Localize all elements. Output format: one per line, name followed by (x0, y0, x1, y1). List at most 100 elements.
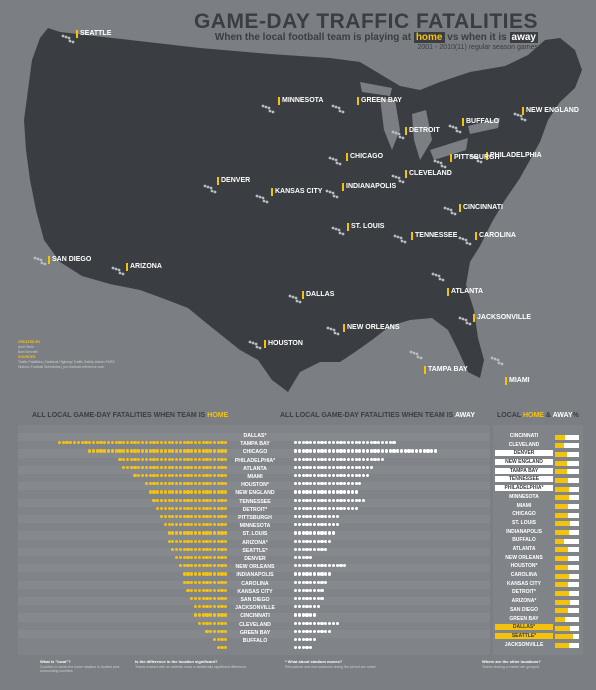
fatality-point (438, 277, 442, 281)
subtitle-home: home (413, 32, 445, 43)
home-fatality-dot (197, 441, 201, 445)
away-fatality-dot (373, 441, 377, 445)
fatality-point (440, 164, 444, 168)
away-fatality-dot (328, 539, 332, 543)
ratio-row: MIAMI (493, 503, 583, 511)
away-fatality-dot (354, 490, 358, 494)
home-fatality-dot (201, 473, 205, 478)
home-fatality-dot (137, 465, 141, 469)
fatality-point (397, 132, 401, 136)
fatality-point (332, 194, 336, 198)
away-dots (294, 573, 328, 591)
away-fatality-dot (294, 605, 298, 609)
away-fatality-dot (312, 596, 317, 601)
away-fatality-dot (335, 523, 339, 527)
home-fatality-dot (171, 514, 175, 519)
ratio-bar-home-fill (555, 460, 568, 466)
away-fatality-dot (305, 465, 309, 469)
home-fatality-dot (171, 539, 175, 543)
home-fatality-dot (224, 580, 228, 584)
away-fatality-dot (339, 506, 343, 510)
home-fatality-dot (167, 465, 171, 469)
away-fatality-dot (377, 449, 381, 453)
home-fatality-dot (220, 572, 224, 576)
away-fatality-dot (324, 629, 328, 633)
home-fatality-dot (182, 490, 186, 494)
away-fatality-dot (294, 547, 298, 551)
away-fatality-dot (346, 457, 351, 461)
home-fatality-dot (107, 449, 111, 453)
home-fatality-dot (171, 498, 175, 502)
home-fatality-dot (182, 523, 186, 527)
home-fatality-dot (175, 441, 179, 445)
home-fatality-dot (193, 465, 198, 469)
home-fatality-dot (148, 490, 152, 494)
away-fatality-dot (339, 441, 343, 445)
home-fatality-dot (197, 564, 201, 568)
ratio-row: CHICAGO (493, 511, 583, 519)
fatality-point (341, 110, 345, 114)
ratio-row: GREEN BAY (493, 616, 583, 624)
fatality-point (479, 160, 483, 164)
ratio-bar-home-fill (555, 443, 565, 449)
home-fatality-dot (178, 547, 183, 551)
home-fatality-dot (88, 449, 92, 453)
home-fatality-dot (212, 531, 217, 535)
home-dots (182, 573, 228, 591)
away-fatality-dot (316, 572, 320, 576)
home-dots (57, 434, 228, 452)
away-fatality-dot (305, 514, 309, 519)
ratio-bar-home-fill (555, 573, 569, 579)
home-fatality-dot (212, 555, 217, 560)
home-fatality-dot (159, 482, 164, 486)
home-fatality-dot (182, 539, 186, 543)
away-fatality-dot (346, 449, 351, 453)
home-fatality-dot (224, 555, 228, 560)
away-fatality-dot (294, 506, 298, 510)
home-fatality-dot (141, 449, 145, 453)
home-fatality-dot (220, 531, 224, 535)
home-fatality-dot (152, 449, 156, 453)
home-fatality-dot (201, 441, 205, 445)
ratio-row: KANSAS CITY (493, 581, 583, 589)
away-fatality-dot (316, 506, 320, 510)
away-fatality-dot (377, 441, 381, 445)
team-name: NEW ENGLAND (235, 490, 275, 497)
away-fatality-dot (320, 588, 324, 592)
home-fatality-dot (76, 441, 80, 445)
home-fatality-dot (186, 441, 190, 445)
ratio-row: SAN DIEGO (493, 607, 583, 615)
away-fatality-dot (320, 490, 324, 494)
home-dots (163, 516, 228, 534)
away-fatality-dot (301, 523, 305, 527)
away-fatality-dot (297, 473, 301, 478)
away-fatality-dot (305, 482, 309, 486)
ratio-bar (555, 547, 579, 553)
home-fatality-dot (159, 514, 164, 519)
source-line: Traffic Fatalities | National Highway Tr… (18, 360, 115, 364)
home-fatality-dot (201, 596, 205, 601)
away-fatality-dot (297, 564, 301, 568)
away-fatality-dot (384, 441, 388, 445)
home-fatality-dot (129, 465, 133, 469)
home-fatality-dot (205, 514, 209, 519)
away-fatality-dot (354, 457, 358, 461)
city-label: NEW ORLEANS (343, 324, 400, 332)
home-fatality-dot (171, 449, 175, 453)
ratio-bar (555, 564, 579, 570)
away-fatality-dot (312, 514, 317, 519)
away-fatality-dot (320, 441, 324, 445)
away-fatality-dot (384, 449, 388, 453)
ratio-row: CLEVELAND (493, 442, 583, 450)
home-fatality-dot (186, 457, 190, 461)
home-fatality-dot (209, 588, 213, 592)
away-fatality-dot (331, 441, 335, 445)
fatality-point (454, 126, 458, 130)
home-fatality-dot (193, 441, 198, 445)
fatality-point (464, 318, 468, 322)
away-fatality-dot (339, 449, 343, 453)
home-fatality-dot (209, 547, 213, 551)
home-dots (186, 582, 228, 600)
home-fatality-dot (129, 457, 133, 461)
home-fatality-dot (159, 457, 164, 461)
